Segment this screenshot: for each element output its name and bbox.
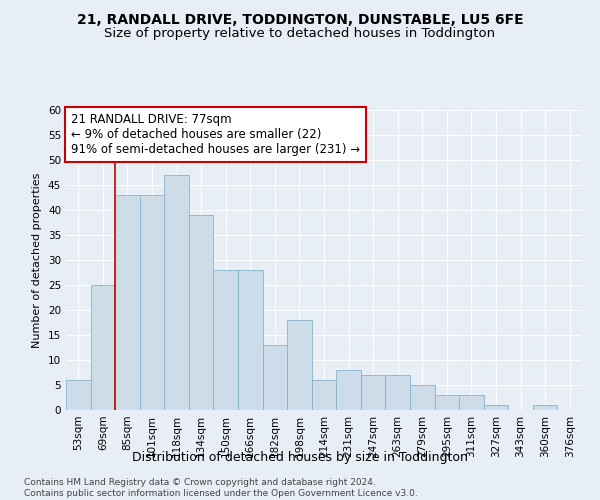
Bar <box>336 370 361 410</box>
Bar <box>533 405 557 410</box>
Bar <box>189 215 214 410</box>
Bar <box>140 195 164 410</box>
Bar <box>238 270 263 410</box>
Bar <box>385 375 410 410</box>
Bar <box>410 385 434 410</box>
Bar <box>434 395 459 410</box>
Text: Contains HM Land Registry data © Crown copyright and database right 2024.
Contai: Contains HM Land Registry data © Crown c… <box>24 478 418 498</box>
Bar <box>115 195 140 410</box>
Text: 21, RANDALL DRIVE, TODDINGTON, DUNSTABLE, LU5 6FE: 21, RANDALL DRIVE, TODDINGTON, DUNSTABLE… <box>77 12 523 26</box>
Text: Distribution of detached houses by size in Toddington: Distribution of detached houses by size … <box>132 451 468 464</box>
Text: 21 RANDALL DRIVE: 77sqm
← 9% of detached houses are smaller (22)
91% of semi-det: 21 RANDALL DRIVE: 77sqm ← 9% of detached… <box>71 113 360 156</box>
Bar <box>263 345 287 410</box>
Bar <box>361 375 385 410</box>
Y-axis label: Number of detached properties: Number of detached properties <box>32 172 43 348</box>
Bar <box>312 380 336 410</box>
Bar <box>287 320 312 410</box>
Bar <box>214 270 238 410</box>
Bar <box>459 395 484 410</box>
Bar <box>91 285 115 410</box>
Bar <box>66 380 91 410</box>
Bar <box>164 175 189 410</box>
Bar <box>484 405 508 410</box>
Text: Size of property relative to detached houses in Toddington: Size of property relative to detached ho… <box>104 28 496 40</box>
